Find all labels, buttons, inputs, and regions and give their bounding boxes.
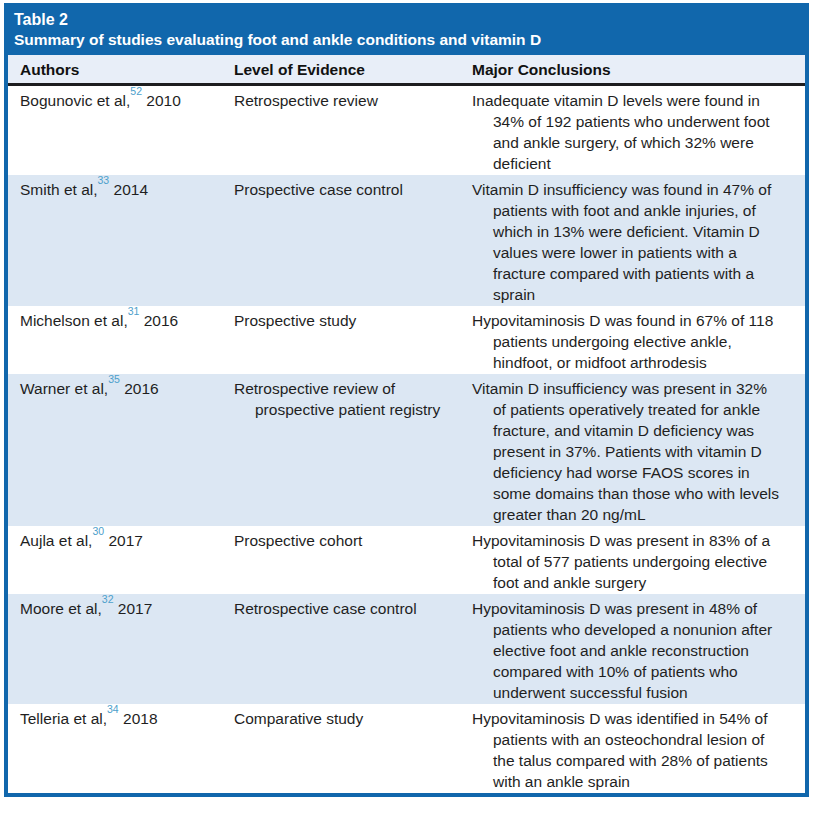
table-row: Michelson et al,31 2016 Prospective stud… [8, 306, 805, 374]
author-cell: Telleria et al,34 2018 [20, 708, 234, 792]
author-name: Moore et al, [20, 600, 102, 617]
reference-superscript[interactable]: 33 [98, 174, 110, 186]
study-year: 2018 [123, 710, 157, 727]
reference-superscript[interactable]: 32 [102, 593, 114, 605]
conclusion-cell: Vitamin D insufficiency was found in 47%… [472, 179, 791, 305]
study-year: 2017 [118, 600, 152, 617]
author-name: Aujla et al, [20, 532, 92, 549]
table-row: Smith et al,33 2014 Prospective case con… [8, 175, 805, 306]
column-header-row: Authors Level of Evidence Major Conclusi… [8, 55, 805, 86]
evidence-cell: Retrospective review of prospective pati… [234, 378, 472, 525]
table-row: Moore et al,32 2017 Retrospective case c… [8, 594, 805, 704]
study-year: 2016 [144, 312, 178, 329]
column-header-authors: Authors [20, 60, 234, 79]
table-header-bar: Table 2 Summary of studies evaluating fo… [4, 3, 809, 55]
author-cell: Michelson et al,31 2016 [20, 310, 234, 373]
table-row: Aujla et al,30 2017 Prospective cohort H… [8, 526, 805, 594]
table-row: Warner et al,35 2016 Retrospective revie… [8, 374, 805, 526]
conclusion-cell: Inadequate vitamin D levels were found i… [472, 90, 791, 174]
study-year: 2016 [124, 380, 158, 397]
author-name: Warner et al, [20, 380, 108, 397]
evidence-cell: Comparative study [234, 708, 472, 792]
author-cell: Warner et al,35 2016 [20, 378, 234, 525]
author-cell: Aujla et al,30 2017 [20, 530, 234, 593]
conclusion-cell: Hypovitaminosis D was found in 67% of 11… [472, 310, 791, 373]
reference-superscript[interactable]: 30 [92, 525, 104, 537]
column-header-conclusions: Major Conclusions [472, 60, 791, 79]
evidence-cell: Prospective cohort [234, 530, 472, 593]
table-row: Bogunovic et al,52 2010 Retrospective re… [8, 86, 805, 175]
table-title: Summary of studies evaluating foot and a… [14, 30, 797, 49]
evidence-cell: Retrospective review [234, 90, 472, 174]
summary-table: Table 2 Summary of studies evaluating fo… [4, 3, 809, 797]
author-name: Bogunovic et al, [20, 92, 130, 109]
reference-superscript[interactable]: 52 [130, 85, 142, 97]
column-header-evidence: Level of Evidence [234, 60, 472, 79]
author-cell: Bogunovic et al,52 2010 [20, 90, 234, 174]
conclusion-cell: Hypovitaminosis D was identified in 54% … [472, 708, 791, 792]
conclusion-cell: Vitamin D insufficiency was present in 3… [472, 378, 791, 525]
table-body: Bogunovic et al,52 2010 Retrospective re… [8, 86, 805, 793]
conclusion-cell: Hypovitaminosis D was present in 48% of … [472, 598, 791, 703]
author-cell: Smith et al,33 2014 [20, 179, 234, 305]
study-year: 2014 [114, 181, 148, 198]
study-year: 2017 [108, 532, 142, 549]
author-name: Michelson et al, [20, 312, 128, 329]
table-label: Table 2 [14, 10, 797, 30]
study-year: 2010 [146, 92, 180, 109]
author-name: Telleria et al, [20, 710, 107, 727]
evidence-cell: Prospective case control [234, 179, 472, 305]
conclusion-cell: Hypovitaminosis D was present in 83% of … [472, 530, 791, 593]
evidence-cell: Retrospective case control [234, 598, 472, 703]
reference-superscript[interactable]: 34 [107, 703, 119, 715]
reference-superscript[interactable]: 31 [128, 305, 140, 317]
evidence-cell: Prospective study [234, 310, 472, 373]
reference-superscript[interactable]: 35 [108, 373, 120, 385]
author-cell: Moore et al,32 2017 [20, 598, 234, 703]
author-name: Smith et al, [20, 181, 98, 198]
table-row: Telleria et al,34 2018 Comparative study… [8, 704, 805, 793]
